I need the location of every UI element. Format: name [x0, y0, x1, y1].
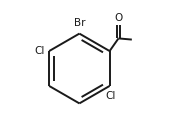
Text: Cl: Cl: [34, 46, 45, 56]
Text: O: O: [114, 13, 123, 23]
Text: Br: Br: [74, 18, 85, 28]
Text: Cl: Cl: [106, 91, 116, 101]
